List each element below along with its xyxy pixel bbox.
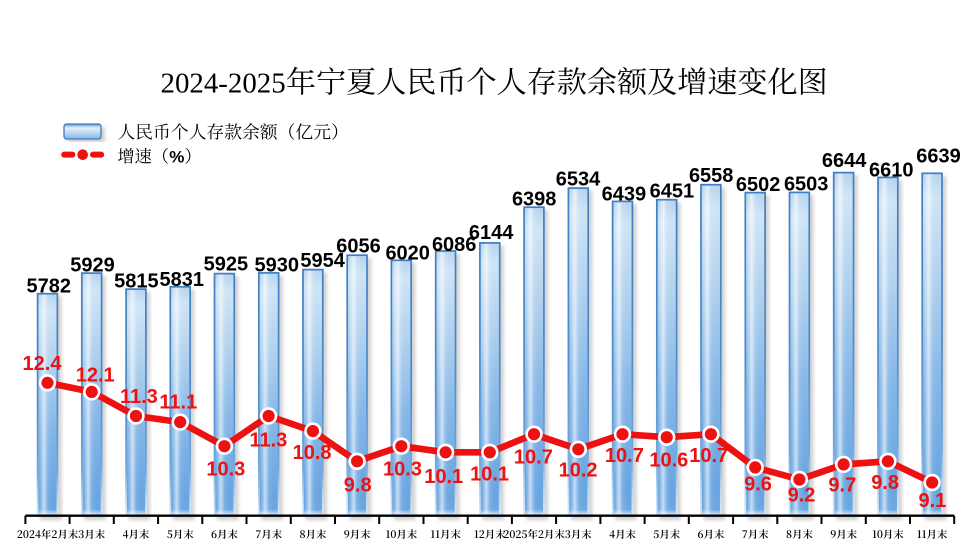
svg-text:2024-2025: 2024-2025 <box>161 68 286 100</box>
svg-text:5782: 5782 <box>27 275 72 297</box>
svg-text:6439: 6439 <box>602 184 647 206</box>
svg-text:5925: 5925 <box>204 254 249 276</box>
svg-text:6639: 6639 <box>916 145 961 167</box>
svg-text:9.1: 9.1 <box>918 490 946 512</box>
svg-text:11.1: 11.1 <box>159 392 197 414</box>
svg-text:10.2: 10.2 <box>559 459 598 481</box>
svg-text:6451: 6451 <box>650 180 695 202</box>
svg-text:5929: 5929 <box>70 255 115 277</box>
svg-text:10.3: 10.3 <box>206 458 245 480</box>
svg-text:9.6: 9.6 <box>744 473 772 495</box>
svg-text:10.1: 10.1 <box>424 466 463 488</box>
svg-text:5831: 5831 <box>160 269 205 291</box>
svg-text:10.3: 10.3 <box>383 459 422 481</box>
svg-text:10.6: 10.6 <box>649 450 688 472</box>
svg-text:6534: 6534 <box>556 168 601 190</box>
svg-text:10.1: 10.1 <box>470 464 509 486</box>
svg-text:10.7: 10.7 <box>514 447 553 469</box>
svg-text:6644: 6644 <box>822 150 867 172</box>
svg-text:6020: 6020 <box>385 243 430 265</box>
svg-text:6558: 6558 <box>689 165 734 187</box>
svg-text:11.3: 11.3 <box>120 386 158 408</box>
svg-text:5930: 5930 <box>255 254 300 276</box>
svg-text:9.8: 9.8 <box>871 472 899 494</box>
svg-text:6086: 6086 <box>432 234 477 256</box>
svg-text:12.1: 12.1 <box>76 365 115 387</box>
svg-text:9.8: 9.8 <box>344 474 372 496</box>
svg-text:10.7: 10.7 <box>605 445 644 467</box>
svg-text:6056: 6056 <box>336 236 381 258</box>
svg-text:11.3: 11.3 <box>249 430 287 452</box>
svg-text:6144: 6144 <box>469 222 514 244</box>
svg-text:10.7: 10.7 <box>689 445 728 467</box>
svg-text:9.7: 9.7 <box>828 475 856 497</box>
svg-text:6398: 6398 <box>512 188 557 210</box>
svg-text:6502: 6502 <box>736 174 781 196</box>
svg-text:5954: 5954 <box>300 250 345 272</box>
svg-text:6610: 6610 <box>869 159 914 181</box>
svg-text:%: % <box>169 147 184 166</box>
svg-text:9.2: 9.2 <box>788 484 816 506</box>
svg-text:5815: 5815 <box>114 271 159 293</box>
svg-text:12.4: 12.4 <box>23 353 63 375</box>
svg-text:6503: 6503 <box>784 174 829 196</box>
svg-text:10.8: 10.8 <box>293 442 332 464</box>
